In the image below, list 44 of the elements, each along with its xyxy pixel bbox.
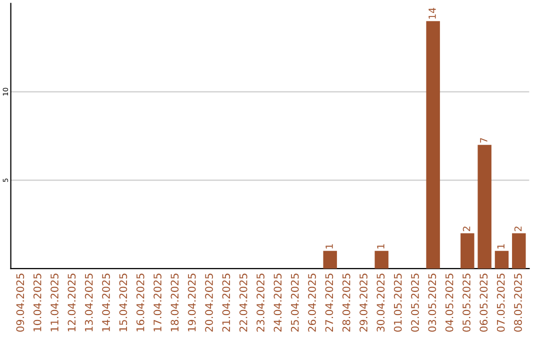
x-tick-label: 02.05.2025 — [411, 274, 419, 332]
data-label: 1 — [377, 244, 384, 248]
x-tick-label: 09.04.2025 — [16, 274, 24, 332]
x-tick-label: 08.05.2025 — [514, 274, 522, 332]
bar — [426, 21, 440, 269]
data-label: 2 — [514, 226, 522, 232]
x-tick-label: 14.04.2025 — [102, 274, 110, 332]
x-tick-label: 16.04.2025 — [136, 274, 144, 332]
x-tick-label: 18.04.2025 — [170, 274, 179, 332]
x-tick-label: 23.04.2025 — [256, 274, 264, 332]
x-tick-label: 19.04.2025 — [188, 274, 196, 332]
x-tick-label: 03.05.2025 — [428, 274, 436, 332]
x-tick-label: 17.04.2025 — [154, 274, 162, 332]
x-tick-label: 11.04.2025 — [50, 274, 58, 332]
x-tick-label: 21.04.2025 — [222, 274, 230, 332]
data-label: 14 — [428, 8, 436, 19]
bar — [374, 250, 388, 269]
x-tick-label: 15.04.2025 — [119, 274, 128, 332]
data-label: 7 — [480, 138, 488, 143]
x-tick-label: 22.04.2025 — [239, 274, 248, 332]
x-tick-label: 13.04.2025 — [84, 274, 93, 332]
x-tick-label: 27.04.2025 — [325, 274, 334, 332]
x-tick-label: 20.04.2025 — [205, 274, 213, 332]
x-tick-label: 24.04.2025 — [274, 274, 282, 332]
data-label: 1 — [326, 244, 333, 248]
x-tick-label: 25.04.2025 — [290, 274, 299, 332]
x-tick-label: 30.04.2025 — [376, 274, 385, 332]
x-tick-label: 04.05.2025 — [445, 274, 454, 332]
x-tick-label: 12.04.2025 — [68, 274, 76, 332]
x-tick-label: 07.05.2025 — [496, 274, 505, 332]
bar — [323, 250, 337, 269]
bar — [512, 233, 526, 269]
x-tick-label: 01.05.2025 — [394, 274, 402, 332]
x-tick-label: 28.04.2025 — [342, 274, 350, 332]
bar — [494, 250, 509, 269]
x-tick-label: 10.04.2025 — [33, 274, 42, 332]
x-tick-label: 05.05.2025 — [462, 274, 470, 332]
data-label: 2 — [462, 226, 470, 232]
data-label: 1 — [497, 244, 504, 248]
x-tick-label: 29.04.2025 — [360, 274, 368, 332]
x-tick-label: 06.05.2025 — [480, 274, 488, 332]
bar — [460, 233, 474, 269]
bar — [478, 144, 492, 269]
x-tick-label: 26.04.2025 — [308, 274, 316, 332]
